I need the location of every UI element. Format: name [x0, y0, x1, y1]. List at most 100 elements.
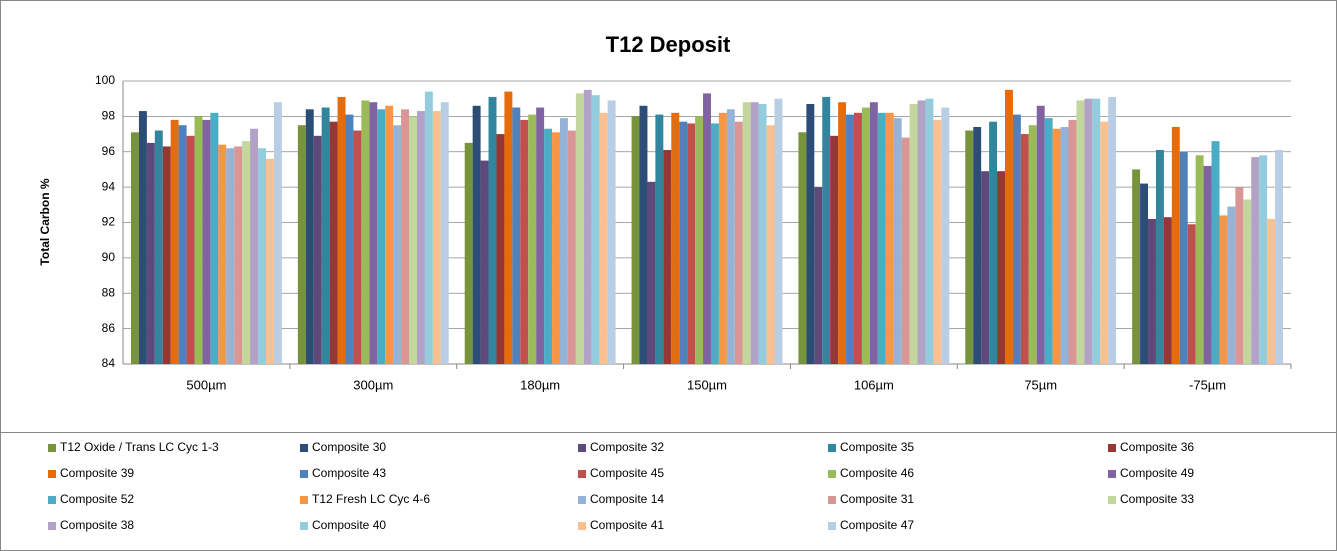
- bar: [472, 105, 481, 364]
- bar: [194, 116, 203, 364]
- bar: [877, 112, 886, 365]
- legend-label: Composite 49: [1120, 466, 1194, 480]
- bar: [1211, 141, 1220, 364]
- bar: [480, 160, 489, 364]
- bar: [337, 96, 346, 364]
- bar: [750, 102, 759, 364]
- bar: [909, 103, 918, 365]
- bar: [631, 116, 640, 364]
- bar: [520, 119, 529, 364]
- bar: [687, 123, 696, 364]
- bar: [1028, 125, 1037, 364]
- y-axis-label: Total Carbon %: [38, 178, 52, 265]
- bar: [202, 119, 211, 364]
- bar: [885, 112, 894, 365]
- legend-swatch: [578, 496, 586, 504]
- bar: [1004, 89, 1013, 364]
- y-tick-label: 90: [102, 250, 116, 264]
- bar: [496, 134, 505, 364]
- bar: [742, 102, 751, 364]
- bar: [734, 121, 743, 365]
- y-tick-label: 98: [102, 109, 116, 123]
- bar: [798, 132, 807, 364]
- legend-label: Composite 52: [60, 492, 134, 506]
- bar: [488, 96, 497, 364]
- bar: [138, 111, 147, 364]
- bar: [464, 142, 473, 364]
- legend-swatch: [1108, 496, 1116, 504]
- bar: [758, 103, 767, 365]
- y-tick-label: 100: [95, 73, 115, 87]
- bar: [440, 102, 449, 364]
- bar: [917, 100, 926, 365]
- bar: [552, 132, 560, 364]
- bar: [575, 93, 584, 364]
- legend-label: Composite 41: [590, 518, 664, 532]
- bar: [703, 93, 711, 364]
- bar: [1068, 119, 1077, 364]
- legend-label: T12 Fresh LC Cyc 4-6: [312, 492, 430, 506]
- y-tick-label: 96: [102, 144, 116, 158]
- bar: [989, 121, 998, 365]
- legend-swatch: [828, 496, 836, 504]
- legend-label: Composite 32: [590, 440, 664, 454]
- bar: [846, 114, 855, 364]
- bar: [536, 107, 545, 364]
- legend-swatch: [1108, 444, 1116, 452]
- bar: [567, 130, 576, 364]
- legend-label: Composite 45: [590, 466, 664, 480]
- bar: [1052, 128, 1061, 364]
- bar: [1108, 96, 1117, 364]
- bar: [861, 107, 870, 364]
- bar: [1012, 114, 1021, 364]
- bar: [544, 128, 553, 364]
- bar: [607, 100, 616, 365]
- bar: [1171, 126, 1180, 364]
- legend-swatch: [828, 444, 836, 452]
- y-tick-label: 84: [102, 356, 116, 370]
- bar: [941, 107, 950, 364]
- bar: [766, 125, 775, 364]
- legend-swatch: [828, 522, 836, 530]
- bar: [710, 123, 719, 364]
- bar: [321, 107, 330, 364]
- legend-label: Composite 38: [60, 518, 134, 532]
- bar: [377, 109, 386, 364]
- bar: [869, 102, 878, 364]
- bar: [997, 171, 1005, 364]
- legend-swatch: [48, 522, 56, 530]
- legend-label: Composite 35: [840, 440, 914, 454]
- bar: [1036, 105, 1045, 364]
- bar: [242, 141, 251, 364]
- bar: [901, 137, 910, 364]
- bar: [186, 135, 195, 364]
- x-tick-label: 180µm: [520, 377, 560, 392]
- bar: [1187, 224, 1196, 364]
- bar: [830, 135, 839, 364]
- legend-label: Composite 40: [312, 518, 386, 532]
- bar: [663, 149, 672, 364]
- bar: [647, 181, 656, 364]
- y-tick-label: 86: [102, 321, 116, 335]
- bar: [432, 111, 441, 364]
- legend-label: T12 Oxide / Trans LC Cyc 1-3: [60, 440, 219, 454]
- bar: [345, 114, 354, 364]
- legend-swatch: [300, 522, 308, 530]
- bar: [170, 119, 179, 364]
- bar: [258, 148, 266, 364]
- bar: [393, 125, 402, 364]
- legend-swatch: [1108, 470, 1116, 478]
- bar: [655, 114, 664, 364]
- bar: [1275, 149, 1283, 364]
- bar: [178, 125, 187, 364]
- bar: [814, 187, 823, 364]
- bar: [329, 121, 338, 365]
- bar: [409, 116, 417, 364]
- bar: [1259, 155, 1268, 364]
- bar: [385, 105, 394, 364]
- bar: [297, 125, 306, 364]
- legend-label: Composite 47: [840, 518, 914, 532]
- bar: [893, 118, 902, 364]
- bar: [1267, 218, 1276, 364]
- bar: [774, 98, 783, 364]
